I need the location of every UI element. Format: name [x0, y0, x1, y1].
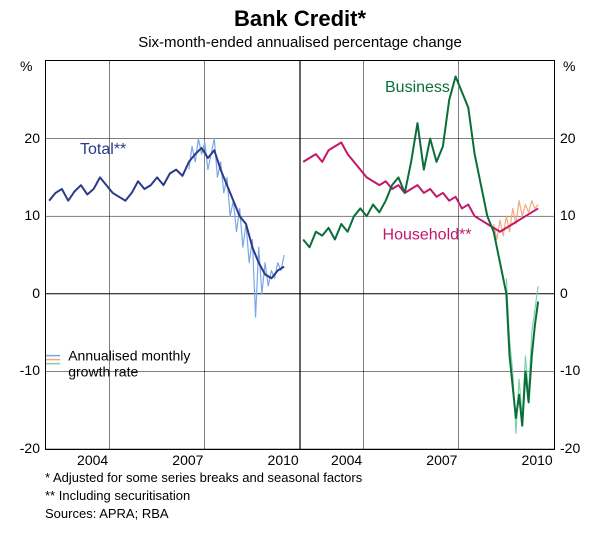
- y-tick-left: 10: [10, 207, 40, 223]
- footnote-2: ** Including securitisation: [45, 488, 190, 503]
- y-tick-left: -20: [10, 440, 40, 456]
- x-tick: 2007: [412, 452, 472, 468]
- y-tick-right: 0: [560, 285, 590, 301]
- y-tick-right: 20: [560, 130, 590, 146]
- svg-text:Household**: Household**: [383, 226, 472, 243]
- y-tick-left: -10: [10, 362, 40, 378]
- svg-text:Total**: Total**: [80, 141, 126, 158]
- y-tick-left: 20: [10, 130, 40, 146]
- chart-container: Bank Credit* Six-month-ended annualised …: [0, 0, 600, 534]
- y-tick-left: 0: [10, 285, 40, 301]
- chart-title: Bank Credit*: [0, 0, 600, 32]
- svg-text:Annualised monthly: Annualised monthly: [68, 348, 190, 364]
- x-tick: 2010: [253, 452, 313, 468]
- plot-svg: Total** Business Household** Annualised mon…: [46, 61, 554, 449]
- x-tick: 2004: [63, 452, 123, 468]
- y-tick-right: 10: [560, 207, 590, 223]
- footnote-1: * Adjusted for some series breaks and se…: [45, 470, 362, 485]
- plot-area: Total** Business Household** Annualised mon…: [45, 60, 555, 450]
- x-tick: 2004: [317, 452, 377, 468]
- chart-subtitle: Six-month-ended annualised percentage ch…: [0, 34, 600, 51]
- footnote-sources: Sources: APRA; RBA: [45, 506, 169, 521]
- y-unit-left: %: [20, 58, 32, 74]
- y-tick-right: -10: [560, 362, 590, 378]
- x-tick: 2007: [158, 452, 218, 468]
- y-unit-right: %: [563, 58, 575, 74]
- svg-text:Business: Business: [385, 79, 450, 96]
- svg-text:growth rate: growth rate: [68, 364, 138, 380]
- x-tick: 2010: [507, 452, 567, 468]
